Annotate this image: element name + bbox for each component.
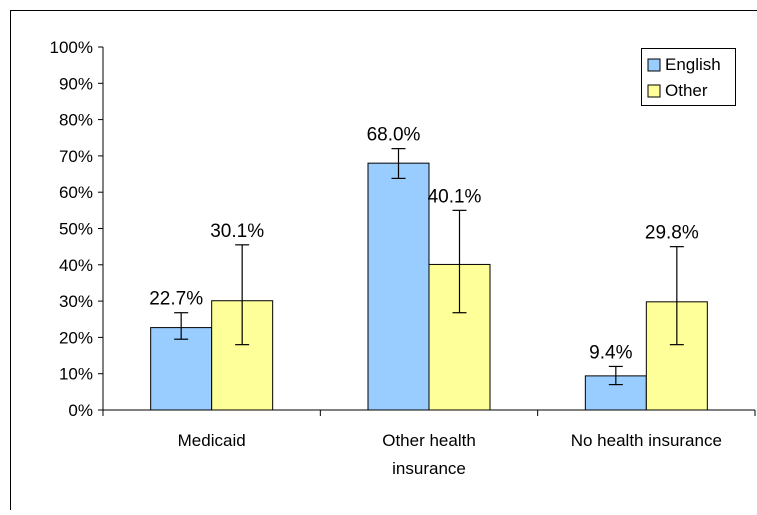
legend-label-other: Other	[665, 81, 708, 100]
legend-label-english: English	[665, 55, 721, 74]
data-label: 22.7%	[149, 289, 203, 310]
x-tick-label: Other health	[382, 431, 476, 450]
x-tick-label: Medicaid	[178, 431, 246, 450]
data-label: 68.0%	[367, 125, 421, 146]
y-tick-label: 30%	[59, 292, 93, 311]
x-tick-label: insurance	[392, 459, 466, 478]
y-tick-label: 70%	[59, 147, 93, 166]
y-tick-label: 100%	[50, 38, 93, 57]
y-tick-label: 60%	[59, 183, 93, 202]
y-tick-label: 20%	[59, 328, 93, 347]
y-tick-label: 90%	[59, 74, 93, 93]
y-tick-label: 80%	[59, 111, 93, 130]
y-tick-label: 0%	[68, 401, 93, 420]
data-label: 40.1%	[428, 186, 482, 207]
y-tick-label: 40%	[59, 256, 93, 275]
bar-english	[368, 163, 429, 410]
y-tick-label: 50%	[59, 220, 93, 239]
data-label: 29.8%	[645, 223, 699, 244]
legend: English Other	[642, 49, 736, 106]
x-tick-label: No health insurance	[571, 431, 722, 450]
legend-swatch-other	[648, 85, 660, 97]
bar-english	[151, 328, 212, 410]
data-label: 9.4%	[589, 342, 632, 363]
legend-swatch-english	[648, 59, 660, 71]
data-label: 30.1%	[210, 221, 264, 242]
y-tick-label: 10%	[59, 365, 93, 384]
